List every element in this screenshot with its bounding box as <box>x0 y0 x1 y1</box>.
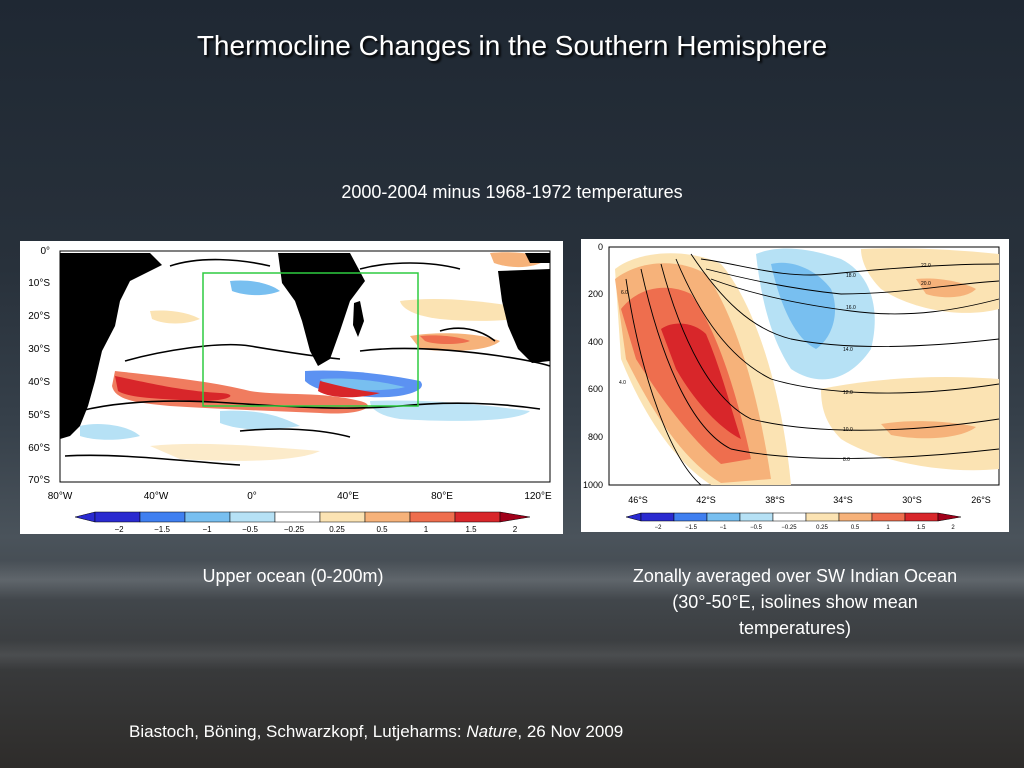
isoline-label: 14.0 <box>843 347 853 353</box>
colorbar-tick: −0.25 <box>284 525 305 534</box>
lon-label: 40°W <box>144 491 169 502</box>
anomaly-field <box>60 252 548 461</box>
citation-date: , 26 Nov 2009 <box>517 722 624 741</box>
lat-label: 40°S <box>28 377 50 388</box>
colorbar-tick: −0.5 <box>750 525 763 531</box>
land-masses <box>60 253 550 439</box>
colorbar-tick: −1 <box>202 525 212 534</box>
colorbar-tick: 0.25 <box>816 525 828 531</box>
upper-ocean-map-panel: 0° 10°S 20°S 30°S 40°S 50°S 60°S 70°S 80… <box>20 241 563 534</box>
background-wave <box>0 640 1024 670</box>
lat-label: 30°S <box>28 344 50 355</box>
colorbar-tick: 0.25 <box>329 525 345 534</box>
colorbar-tick: −1.5 <box>154 525 170 534</box>
colorbar-tick: 1 <box>886 525 890 531</box>
section-lat-label: 42°S <box>696 495 716 505</box>
colorbar-tick: 2 <box>513 525 518 534</box>
section-lat-label: 26°S <box>971 495 991 505</box>
lon-label: 80°E <box>431 491 453 502</box>
colorbar-tick: −2 <box>655 525 663 531</box>
lon-label: 80°W <box>48 491 73 502</box>
colorbar-tick: 2 <box>951 525 955 531</box>
citation-authors: Biastoch, Böning, Schwarzkopf, Lutjeharm… <box>129 722 467 741</box>
colorbar-tick: 0.5 <box>376 525 388 534</box>
colorbar-tick: −1 <box>720 525 728 531</box>
map-colorbar: −2 −1.5 −1 −0.5 −0.25 0.25 0.5 1 1.5 2 <box>74 511 531 534</box>
isoline-label: 20.0 <box>921 281 931 287</box>
slide-subtitle: 2000-2004 minus 1968-1972 temperatures <box>341 182 683 202</box>
isoline-label: 22.0 <box>921 263 931 269</box>
colorbar-tick: 1.5 <box>917 525 926 531</box>
depth-label: 200 <box>588 289 603 299</box>
lat-label: 50°S <box>28 410 50 421</box>
colorbar-tick: −1.5 <box>685 525 698 531</box>
isoline-label: 10.0 <box>843 427 853 433</box>
isoline-labels: 22.0 20.0 18.0 16.0 14.0 12.0 10.0 8.0 6… <box>619 263 931 463</box>
citation: Biastoch, Böning, Schwarzkopf, Lutjeharm… <box>129 722 623 742</box>
lat-label: 0° <box>40 246 50 257</box>
isoline-label: 16.0 <box>846 305 856 311</box>
caption-upper-ocean: Upper ocean (0-200m) <box>202 566 384 586</box>
depth-label: 0 <box>598 242 603 252</box>
section-lat-label: 34°S <box>833 495 853 505</box>
isoline-label: 8.0 <box>843 457 850 463</box>
caption-line: temperatures) <box>738 618 852 638</box>
colorbar-tick: −2 <box>114 525 124 534</box>
sw-indian-ocean-box <box>202 272 419 407</box>
caption-zonal-average: Zonally averaged over SW Indian Ocean (3… <box>585 563 1005 641</box>
section-lat-label: 46°S <box>628 495 648 505</box>
depth-label: 1000 <box>583 480 603 490</box>
depth-label: 400 <box>588 337 603 347</box>
lat-label: 10°S <box>28 278 50 289</box>
slide-title: Thermocline Changes in the Southern Hemi… <box>196 30 828 61</box>
lat-label: 20°S <box>28 311 50 322</box>
section-lat-label: 30°S <box>902 495 922 505</box>
isoline-label: 18.0 <box>846 273 856 279</box>
depth-label: 800 <box>588 432 603 442</box>
section-colorbar: −2 −1.5 −1 −0.5 −0.25 0.25 0.5 1 1.5 2 <box>625 512 962 531</box>
citation-journal: Nature <box>466 722 518 741</box>
colorbar-tick: −0.25 <box>781 525 797 531</box>
colorbar-tick: 1.5 <box>465 525 477 534</box>
lat-label: 70°S <box>28 475 50 486</box>
upper-ocean-map: 0° 10°S 20°S 30°S 40°S 50°S 60°S 70°S 80… <box>28 246 552 534</box>
zonal-section-panel: 22.0 20.0 18.0 16.0 14.0 12.0 10.0 8.0 6… <box>581 239 1009 532</box>
depth-label: 600 <box>588 384 603 394</box>
background-wave <box>0 560 1024 600</box>
caption-line: (30°-50°E, isolines show mean <box>672 592 918 612</box>
isoline-label: 12.0 <box>843 390 853 396</box>
isoline-label: 4.0 <box>619 380 626 386</box>
lon-label: 120°E <box>524 491 552 502</box>
colorbar-tick: 1 <box>424 525 429 534</box>
lon-label: 0° <box>247 491 257 502</box>
lat-label: 60°S <box>28 443 50 454</box>
isoline-label: 6.0 <box>621 290 628 296</box>
colorbar-tick: 0.5 <box>851 525 860 531</box>
zonal-section-plot: 22.0 20.0 18.0 16.0 14.0 12.0 10.0 8.0 6… <box>583 242 1000 531</box>
colorbar-tick: −0.5 <box>242 525 258 534</box>
caption-line: Zonally averaged over SW Indian Ocean <box>632 566 958 586</box>
section-lat-label: 38°S <box>765 495 785 505</box>
contour-lines <box>64 258 551 466</box>
isolines <box>625 253 1000 486</box>
lon-label: 40°E <box>337 491 359 502</box>
